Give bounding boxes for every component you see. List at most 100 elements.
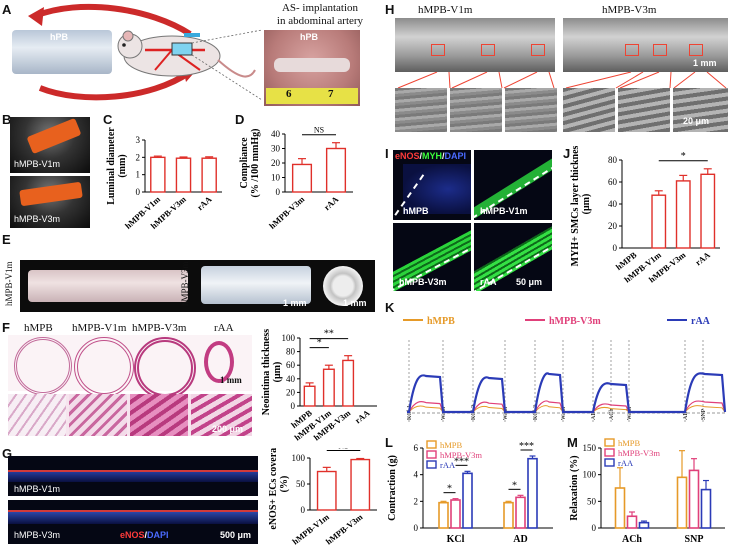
bar — [450, 499, 461, 529]
ruler-number-6: 6 — [286, 88, 292, 100]
i-stain-dapi: DAPI — [444, 151, 467, 161]
panel-label-m: M — [567, 435, 578, 450]
hpb-photo — [12, 30, 112, 74]
f-scale-top: 1 mm — [220, 375, 242, 385]
legend-label: hMPB — [440, 440, 463, 450]
group-label: ACh — [622, 534, 642, 545]
y-tick-label: 40 — [608, 199, 618, 209]
f-col-hmpb: hMPB — [24, 322, 53, 334]
category-label: rAA — [195, 193, 214, 212]
g-stain-legend: eNOS/DAPI — [120, 530, 169, 540]
y-tick-label: 100 — [292, 453, 306, 463]
y-tick-label: 10 — [271, 173, 281, 183]
f-scale-bottom: 200 μm — [212, 424, 244, 434]
y-tick-label: 30 — [271, 144, 281, 154]
group-label: AD — [513, 534, 527, 545]
i-scale: 50 μm — [516, 277, 543, 287]
title-line-2: in abdominal artery — [276, 15, 364, 27]
legend-label: hMPB-V3m — [440, 450, 482, 460]
i-label-raa: rAA — [480, 277, 497, 287]
category-label: hMPB-V3m — [324, 512, 365, 547]
y-tick-label: 40 — [271, 129, 281, 139]
bar — [462, 472, 473, 529]
panel-label-l: L — [385, 435, 393, 450]
sem-zoom-6: 20 μm — [673, 88, 728, 132]
panel-label-d: D — [235, 112, 245, 127]
bar — [342, 359, 355, 407]
if-image-v1m: hMPB-V1m — [474, 150, 552, 220]
bar — [614, 487, 626, 529]
bar — [350, 458, 371, 511]
e-scale-label-v3m: 1 mm — [283, 298, 307, 308]
enos-image-v1m: hMPB-V1m — [8, 456, 258, 496]
sem-zoom-5 — [618, 88, 670, 132]
chart-compliance: 0 10 20 30 40 Compliance (% /100 mmHg) hMPB-V3m… — [239, 126, 353, 230]
enos-image-v3m: hMPB-V3m eNOS/DAPI 500 μm — [8, 500, 258, 544]
bar — [676, 476, 688, 529]
legend-swatch — [604, 448, 615, 457]
ultrasound-label-v3m: hMPB-V3m — [14, 214, 61, 224]
y-axis-label: Luminal diameter — [106, 127, 117, 205]
y-tick-label: 20 — [271, 158, 281, 168]
legend-swatch — [604, 458, 615, 467]
ultrasound-v3m: hMPB-V3m — [10, 176, 90, 228]
bar — [201, 157, 217, 193]
bar — [303, 385, 316, 407]
category-label: rAA — [693, 249, 712, 267]
significance-label: ** — [324, 329, 334, 340]
y-tick-label: 0 — [136, 187, 141, 197]
significance-label: NS — [314, 126, 324, 135]
significance-label: * — [512, 480, 517, 491]
bar — [688, 469, 700, 529]
h-scale-top: 1 mm — [693, 58, 717, 68]
y-axis-label: MYH+ SMCs layer thickness — [570, 146, 581, 266]
significance-label: *** — [454, 456, 469, 467]
bar — [322, 368, 335, 407]
panel-a-title: AS- implantation in abdominal artery — [272, 2, 368, 28]
ultrasound-v1m: hMPB-V1m — [10, 117, 90, 173]
f-col-raa: rAA — [214, 322, 234, 334]
event-label: Wash — [627, 407, 633, 420]
category-label: hMPB-V3m — [267, 194, 306, 230]
i-stain-sep1: / — [419, 151, 423, 161]
panel-label-b: B — [2, 112, 12, 127]
y-tick-label: 0 — [276, 187, 281, 197]
h-scale-bottom: 20 μm — [683, 116, 710, 126]
e-scale-label-ring: 1 mm — [343, 298, 367, 308]
y-tick-label: 6 — [414, 443, 419, 453]
bar — [515, 496, 526, 529]
he-zoom-row: 200 μm — [8, 394, 252, 436]
y-tick-label: 0 — [414, 523, 419, 533]
y-tick-label: 0 — [291, 401, 296, 411]
y-tick-label: 3 — [136, 135, 141, 145]
panel-label-k: K — [385, 300, 395, 315]
y-axis-label: Relaxation (%) — [569, 455, 580, 520]
y-tick-label: 60 — [608, 177, 618, 187]
hpb-tag: hPB — [50, 32, 68, 42]
y-axis-label: (%) — [279, 476, 290, 493]
e-label-v3m: hMPB-V3m — [180, 261, 190, 306]
event-label: AD — [683, 411, 689, 420]
if-image-hmpb: eNOS/MYH/DAPI hMPB — [393, 150, 471, 220]
y-tick-label: 20 — [608, 221, 618, 231]
panel-label-h: H — [385, 2, 395, 17]
legend-label: hMPB-V3m — [549, 316, 601, 327]
surgery-photo: hPB 6 7 — [264, 30, 360, 106]
bar — [527, 457, 538, 529]
ultrasound-label-v1m: hMPB-V1m — [14, 159, 61, 169]
g-stain-sep: / — [144, 530, 148, 540]
group-label: KCl — [447, 534, 465, 545]
legend-label: hMPB — [618, 438, 641, 448]
bar — [175, 157, 192, 193]
g-label-v1m: hMPB-V1m — [14, 484, 61, 494]
title-line-1: AS- implantation — [281, 2, 359, 14]
y-tick-label: 100 — [282, 333, 296, 343]
y-tick-label: 50 — [587, 496, 597, 506]
y-axis-label: (% /100 mmHg) — [250, 129, 261, 198]
category-label: rAA — [322, 193, 341, 212]
sem-zoom-connectors — [397, 72, 727, 89]
i-stain-myh: MYH — [422, 151, 443, 161]
